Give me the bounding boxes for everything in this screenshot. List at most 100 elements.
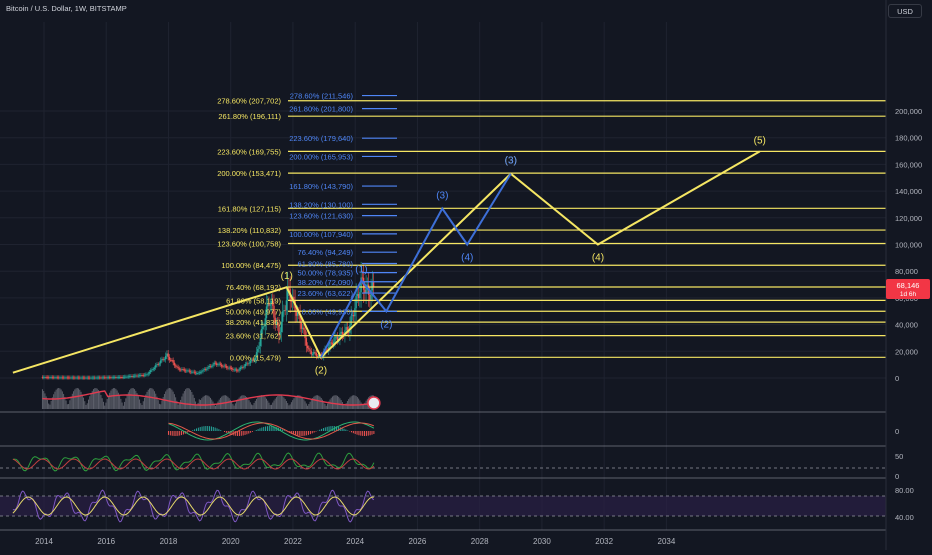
candle-body: [125, 376, 127, 378]
candle-body: [201, 371, 203, 373]
candle-body: [315, 352, 317, 356]
candle-body: [250, 359, 253, 361]
candle-body: [224, 365, 227, 367]
candle-body: [116, 377, 118, 379]
candle-body: [293, 296, 295, 301]
y-tick-label: 80,000: [895, 267, 918, 276]
rsi2-signal-line: [12, 496, 374, 516]
candle-body: [54, 377, 56, 379]
y-tick-label: 160,000: [895, 160, 922, 169]
candle-body: [267, 303, 269, 307]
candle-body: [371, 282, 374, 291]
candle-body: [279, 332, 281, 335]
candle-body: [115, 377, 117, 379]
x-tick-label: 2024: [346, 537, 364, 546]
candle-body: [336, 336, 339, 341]
candle-body: [140, 375, 142, 376]
rsi1-signal-line: [12, 458, 375, 470]
candle-body: [228, 367, 230, 369]
candle-body: [87, 377, 90, 379]
candle-body: [118, 377, 121, 378]
fib-yellow-label: 278.60% (207,702): [217, 97, 281, 106]
candle-body: [220, 364, 223, 367]
candle-body: [191, 371, 193, 373]
candle-body: [47, 377, 50, 379]
candle-body: [59, 377, 61, 379]
x-tick-label: 2032: [595, 537, 613, 546]
candle-body: [157, 364, 159, 365]
wave-blue-label: (3): [505, 156, 517, 167]
candle-body: [106, 377, 108, 379]
candle-body: [331, 342, 334, 345]
candle-body: [216, 363, 218, 365]
candle-body: [283, 309, 285, 312]
candle-body: [249, 360, 252, 364]
candle-body: [314, 351, 316, 353]
fib-blue-layer: 278.60% (211,546) 261.80% (201,800) 223.60…: [289, 92, 397, 316]
candle-body: [310, 351, 313, 355]
candle-body: [207, 367, 209, 369]
candle-body: [309, 349, 311, 352]
candle-body: [259, 337, 261, 347]
rsi1-axis-label: 0: [895, 472, 899, 481]
candle-body: [299, 313, 301, 324]
candle-body: [41, 377, 44, 378]
candle-body: [272, 300, 274, 306]
candle-body: [356, 294, 359, 297]
candle-body: [85, 377, 87, 379]
candle-body: [333, 341, 335, 345]
candle-body: [202, 369, 204, 372]
candle-body: [204, 369, 207, 371]
candle-body: [301, 327, 304, 329]
candle-body: [79, 377, 81, 379]
candle-body: [81, 377, 83, 379]
candle-body: [172, 360, 174, 363]
candle-body: [44, 377, 46, 379]
candle-body: [42, 377, 45, 379]
candle-body: [146, 374, 148, 376]
candle-body: [264, 318, 266, 327]
candle-body: [46, 377, 49, 379]
candle-body: [103, 377, 106, 379]
candle-body: [95, 377, 97, 379]
candle-body: [143, 374, 146, 376]
candle-body: [366, 284, 369, 286]
candle-body: [151, 369, 153, 371]
x-tick-label: 2034: [658, 537, 676, 546]
x-tick-label: 2022: [284, 537, 302, 546]
fib-yellow-label: 76.40% (68,192): [226, 283, 282, 292]
candle-body: [72, 377, 75, 379]
fib-blue-label: 200.00% (165,953): [289, 152, 353, 161]
currency-button[interactable]: USD: [888, 4, 922, 18]
candle-body: [126, 376, 128, 378]
candle-body: [280, 321, 283, 333]
candle-body: [56, 377, 59, 379]
candle-body: [62, 377, 65, 379]
grid-layer: [0, 22, 886, 530]
candle-body: [232, 369, 234, 370]
candle-body: [50, 377, 52, 379]
candle-body: [369, 294, 371, 300]
candle-body: [346, 327, 349, 331]
candle-body: [218, 363, 220, 365]
fib-blue-label: 0.00% (49,930): [302, 307, 354, 316]
candle-body: [52, 377, 55, 379]
candle-body: [209, 365, 212, 367]
candle-body: [142, 375, 144, 377]
candle-body: [162, 358, 164, 360]
fib-blue-label: 138.20% (130,100): [289, 200, 353, 209]
candle-body: [203, 369, 205, 371]
candle-body: [350, 315, 352, 325]
candle-body: [275, 322, 278, 324]
candle-body: [181, 369, 183, 370]
candle-body: [237, 370, 239, 372]
y-tick-label: 140,000: [895, 187, 922, 196]
wave-yellow-label: (1): [281, 271, 293, 282]
candle-body: [318, 354, 320, 357]
candle-body: [86, 377, 88, 379]
candle-body: [196, 373, 198, 374]
candle-body: [171, 359, 173, 361]
x-tick-label: 2018: [160, 537, 178, 546]
macd-line: [168, 421, 375, 441]
